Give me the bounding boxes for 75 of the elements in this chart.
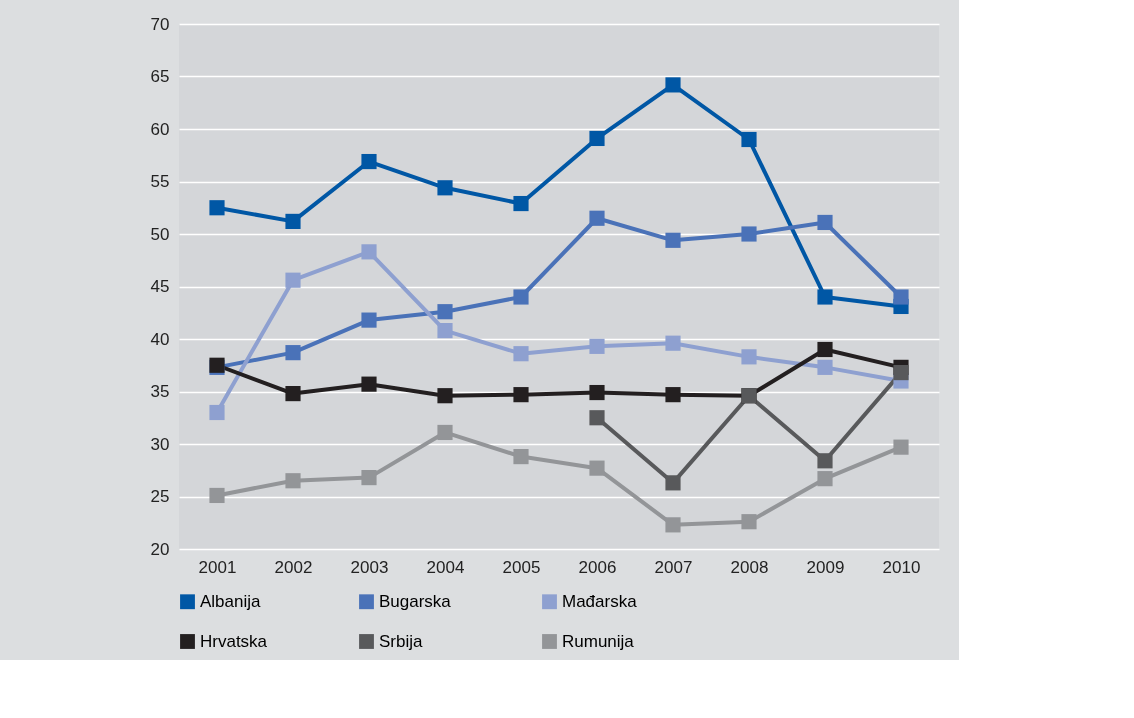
y-tick-label: 30 (150, 434, 170, 454)
y-tick-label: 65 (150, 67, 170, 86)
point (893, 289, 909, 305)
point (437, 180, 453, 196)
point (589, 210, 605, 226)
point (817, 341, 833, 358)
point (741, 131, 757, 148)
point (361, 244, 377, 260)
point (513, 289, 529, 305)
point (665, 517, 681, 533)
point (665, 335, 681, 351)
point (741, 514, 757, 530)
y-tick-label: 70 (150, 14, 170, 34)
point (437, 424, 453, 441)
point (589, 338, 605, 354)
point (285, 386, 301, 402)
y-tick-label: 60 (150, 119, 170, 139)
point (209, 200, 225, 216)
y-tick-label: 35 (150, 382, 170, 401)
point (209, 487, 225, 504)
point (285, 345, 301, 361)
x-tick-label: 2008 (730, 557, 769, 577)
point (513, 195, 529, 212)
y-tick-label: 45 (150, 277, 170, 296)
point (513, 387, 529, 403)
x-tick-label: 2006 (578, 557, 617, 577)
point (361, 312, 377, 328)
point (817, 214, 833, 231)
point (589, 460, 605, 476)
point (589, 410, 605, 426)
point (437, 323, 453, 339)
point (513, 449, 529, 465)
x-tick-label: 2009 (806, 557, 845, 577)
legend-label: Hrvatska (200, 631, 268, 651)
y-tick-label: 55 (150, 172, 170, 191)
point (361, 470, 377, 486)
point (817, 289, 833, 305)
point (817, 359, 833, 375)
point (817, 453, 833, 469)
point (817, 471, 833, 487)
point (741, 226, 757, 242)
x-tick-label: 2010 (882, 557, 921, 577)
point (893, 439, 909, 455)
legend-label: Albanija (200, 591, 262, 611)
legend-label: Rumunija (562, 631, 635, 651)
point (513, 346, 529, 362)
point (361, 376, 377, 392)
point (665, 232, 681, 248)
point (665, 77, 681, 93)
legend-label: Bugarska (379, 591, 452, 611)
point (589, 130, 605, 147)
point (437, 304, 453, 320)
x-tick-label: 2007 (654, 557, 693, 577)
x-tick-label: 2004 (426, 557, 465, 577)
point (361, 153, 377, 170)
point (285, 213, 301, 229)
point (437, 388, 453, 404)
y-tick-label: 25 (150, 487, 170, 506)
point (665, 475, 681, 491)
point (741, 349, 757, 365)
y-tick-label: 50 (150, 224, 170, 244)
y-tick-label: 20 (150, 539, 170, 559)
x-tick-label: 2001 (198, 557, 237, 577)
legend-label: Mađarska (562, 591, 638, 611)
point (665, 387, 681, 403)
point (893, 365, 909, 381)
point (589, 384, 605, 401)
point (285, 272, 301, 288)
x-tick-label: 2005 (502, 557, 541, 577)
x-tick-label: 2002 (274, 557, 313, 577)
y-tick-label: 40 (150, 329, 170, 349)
x-tick-label: 2003 (350, 557, 389, 577)
point (285, 473, 301, 489)
legend-label: Srbija (379, 631, 424, 651)
point (209, 404, 225, 421)
